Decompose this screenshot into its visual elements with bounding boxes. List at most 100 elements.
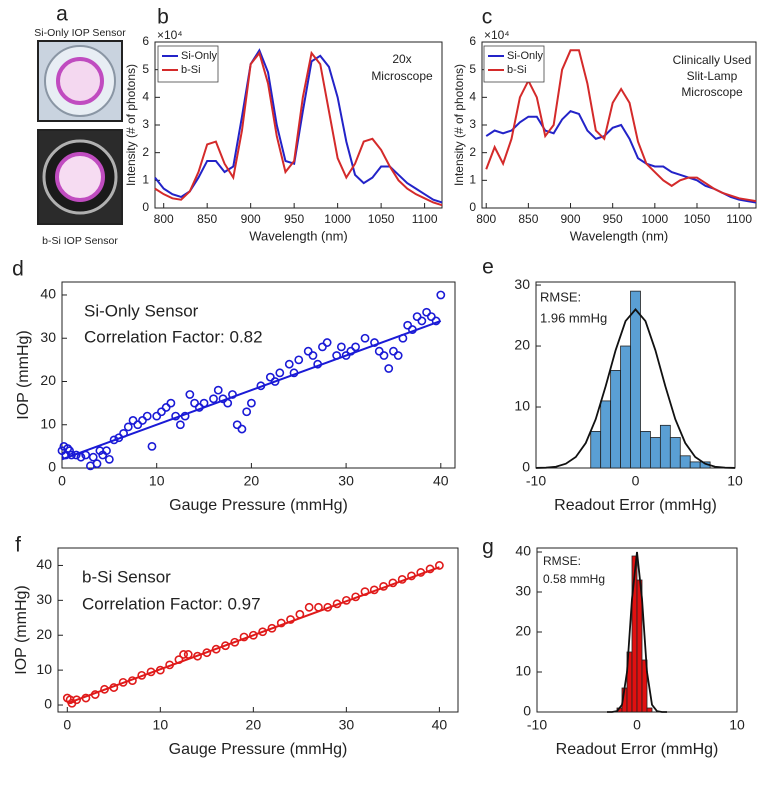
data-point [237,424,247,434]
y-tick-label: 30 [515,583,531,599]
data-point [128,416,138,425]
panel-letter: f [15,534,21,557]
y-tick-label: 40 [40,286,56,302]
panel-d: d 0 10 20 30 40 0 10 20 30 40 Gauge Pressure (mmHg)… [12,258,456,514]
x-tick-label: 900 [241,212,261,226]
x-axis-label: Wavelength (nm) [570,228,669,243]
data-point [341,351,351,360]
x-tick-label: 1000 [641,212,668,226]
y-tick-label: 0 [522,459,530,475]
data-point [318,342,327,352]
data-point [246,398,256,408]
legend-label: Si-Only [507,50,544,62]
x-axis-label: Wavelength (nm) [249,228,348,243]
data-point [185,390,195,399]
y-tick-label: 30 [36,591,52,607]
annotation: Correlation Factor: 0.82 [84,327,263,346]
x-tick-label: 950 [284,212,304,226]
data-point [436,290,446,300]
data-point [63,444,73,453]
y-axis-label: Intensity (# of photons) [452,64,466,186]
x-axis-label: Gauge Pressure (mmHg) [169,497,348,514]
plot-area [57,547,459,713]
data-point [209,394,218,404]
y-tick-label: 20 [515,623,531,639]
data-point [426,312,436,322]
annotation: Si-Only Sensor [84,301,199,320]
histogram-bar [630,290,641,469]
data-point [384,364,394,373]
data-point [133,420,143,430]
panel-c: c 800 850 900 950 1000 1050 1100 0 1 2 3 4 5 6 Waveleng… [452,6,757,243]
panel-letter: c [482,6,493,29]
photo-label: b-Si IOP Sensor [42,235,118,247]
photo-label: Si-Only IOP Sensor [34,27,126,39]
histogram-bar [640,431,651,469]
x-tick-label: 10 [727,473,743,489]
data-point [322,338,332,347]
legend-label: b-Si [507,64,527,76]
x-tick-label: 30 [339,717,355,733]
data-point [65,446,74,456]
y-tick-label: 20 [36,626,52,642]
y-tick-label: 6 [142,34,149,48]
data-point [102,446,111,456]
annotation: Correlation Factor: 0.97 [82,594,261,613]
x-tick-label: 0 [63,717,71,733]
data-point [142,411,152,421]
y-tick-label: 10 [40,415,56,431]
y-tick-label: 0 [48,459,56,475]
x-tick-label: 40 [432,717,448,733]
data-point [157,407,166,417]
x-axis-label: Readout Error (mmHg) [554,497,717,514]
x-tick-label: 1000 [324,212,351,226]
data-line [154,50,443,207]
x-axis-label: Gauge Pressure (mmHg) [169,741,348,758]
y-tick-label: 0 [142,200,149,214]
fit-curve [607,551,667,713]
annotation: 0.58 mmHg [543,572,605,586]
y-tick-label: 30 [514,276,530,292]
panel-letter: d [12,258,24,281]
x-tick-label: 800 [154,212,174,226]
annotation: RMSE: [540,289,581,304]
histogram-bar [641,659,648,713]
annotation: Clinically Used [673,53,752,67]
data-point [88,452,98,462]
y-tick-label: 1 [469,173,476,187]
x-tick-label: 30 [338,473,354,489]
x-tick-label: 0 [632,473,640,489]
panel-letter: e [482,256,494,279]
legend-box [157,45,219,83]
legend-box [483,45,545,83]
x-axis-label: Readout Error (mmHg) [556,741,719,758]
histogram-bar [650,437,661,469]
x-tick-label: 950 [603,212,623,226]
data-point [308,351,318,360]
data-point [161,403,171,412]
data-point [248,630,258,640]
y-tick-label: 30 [40,329,56,345]
x-tick-label: 10 [729,717,745,733]
x-tick-label: 10 [149,473,165,489]
y-tick-label: 40 [515,543,531,559]
y-axis-label: IOP (mmHg) [15,330,32,419]
y-tick-label: 5 [142,62,149,76]
y-tick-label: 0 [523,703,531,719]
data-point [434,561,444,570]
x-tick-label: 0 [58,473,66,489]
x-tick-label: 10 [153,717,169,733]
x-tick-label: 40 [433,473,449,489]
y-tick-label: 2 [142,145,149,159]
y-tick-label: 10 [515,663,531,679]
data-point [304,602,314,612]
y-tick-label: 3 [142,117,149,131]
data-point [360,333,370,343]
sensor-ring [56,57,104,105]
fit-line [66,566,440,705]
histogram-bar [590,431,602,469]
annotation: Microscope [681,85,743,99]
x-tick-label: 1050 [684,212,711,226]
